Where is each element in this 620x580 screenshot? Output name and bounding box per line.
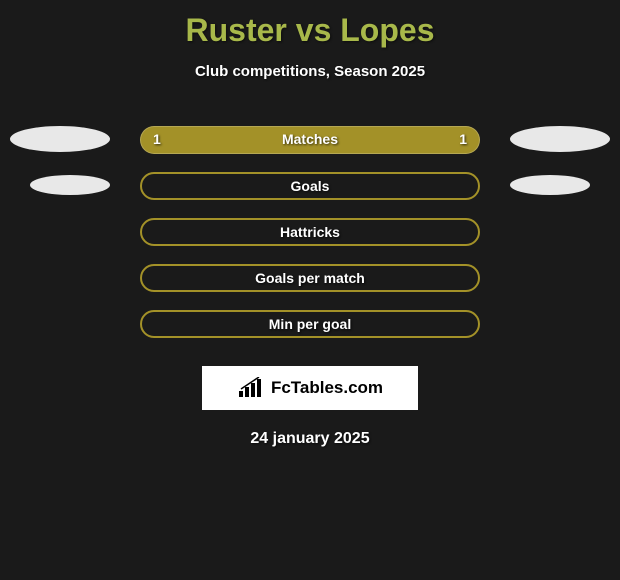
right-value: 1 (459, 131, 467, 147)
source-badge: FcTables.com (202, 366, 418, 410)
stat-bar: Hattricks (140, 218, 480, 246)
right-ellipse (510, 175, 590, 195)
stat-bar: Min per goal (140, 310, 480, 338)
stat-label: Min per goal (142, 316, 478, 332)
badge-text: FcTables.com (271, 378, 383, 398)
stat-bar: Goals per match (140, 264, 480, 292)
chart-icon (237, 377, 265, 399)
right-ellipse (510, 126, 610, 152)
left-ellipse (30, 175, 110, 195)
comparison-row-matches: 1 Matches 1 (0, 116, 620, 162)
page-subtitle: Club competitions, Season 2025 (0, 63, 620, 80)
comparison-row-goals-per-match: Goals per match (0, 254, 620, 300)
comparison-infographic: Ruster vs Lopes Club competitions, Seaso… (0, 0, 620, 580)
comparison-rows: 1 Matches 1 Goals Hattricks (0, 116, 620, 346)
stat-bar: Goals (140, 172, 480, 200)
comparison-row-min-per-goal: Min per goal (0, 300, 620, 346)
page-title: Ruster vs Lopes (0, 0, 620, 49)
stat-label: Hattricks (142, 224, 478, 240)
comparison-row-hattricks: Hattricks (0, 208, 620, 254)
left-ellipse (10, 126, 110, 152)
badge-inner: FcTables.com (237, 377, 383, 399)
left-value: 1 (153, 131, 161, 147)
stat-label: Goals (142, 178, 478, 194)
stat-label: Matches (141, 131, 479, 147)
stat-bar: 1 Matches 1 (140, 126, 480, 154)
date-text: 24 january 2025 (0, 430, 620, 448)
comparison-row-goals: Goals (0, 162, 620, 208)
stat-label: Goals per match (142, 270, 478, 286)
